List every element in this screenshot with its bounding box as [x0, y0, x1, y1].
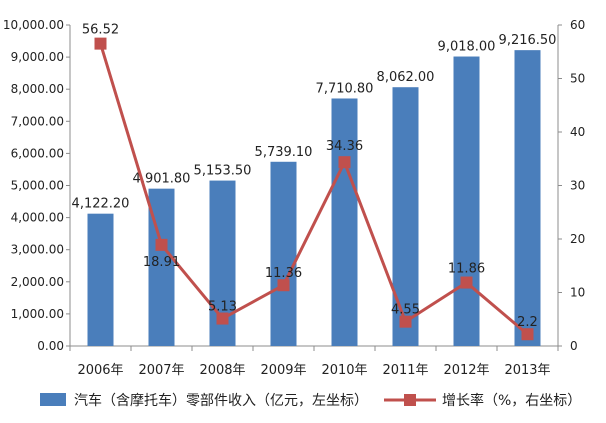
line-marker [399, 315, 412, 328]
bar [270, 161, 297, 346]
line-value-label: 18.91 [143, 255, 180, 270]
line-marker [216, 312, 229, 325]
left-axis-tick-label: 5,000.00 [11, 179, 64, 193]
right-axis-tick-label: 10 [570, 286, 585, 300]
bar-value-label: 8,062.00 [377, 70, 435, 85]
right-axis: 0 10 20 30 40 50 60 [557, 18, 585, 353]
bar-value-label: 9,216.50 [499, 33, 557, 48]
bar-series: 4,122.204,901.805,153.505,739.10 7,710.80… [72, 33, 557, 346]
line-marker [460, 276, 473, 289]
bar [453, 56, 480, 346]
left-axis-tick-label: 8,000.00 [11, 82, 64, 96]
left-axis-tick-label: 2,000.00 [11, 275, 64, 289]
bar-value-label: 9,018.00 [438, 40, 496, 55]
right-axis-tick-label: 0 [570, 339, 578, 353]
bar [331, 98, 358, 346]
right-axis-tick-label: 50 [570, 72, 585, 86]
line-marker [155, 238, 168, 251]
left-axis-tick-label: 0.00 [37, 339, 64, 353]
line-value-label: 11.36 [265, 266, 302, 281]
line-marker [521, 328, 534, 341]
bar-value-label: 5,153.50 [194, 164, 252, 179]
right-axis-tick-label: 60 [570, 18, 585, 32]
line-path [99, 43, 529, 336]
line-value-label: 4.55 [391, 303, 420, 318]
left-axis-tick-label: 10,000.00 [3, 18, 64, 32]
x-axis-tick-label: 2007年 [138, 363, 184, 378]
right-axis-tick-label: 40 [570, 125, 585, 139]
legend-swatch-bar [40, 393, 66, 406]
line-value-label: 56.52 [82, 23, 119, 38]
bar-value-label: 5,739.10 [255, 145, 313, 160]
left-axis-tick-label: 3,000.00 [11, 243, 64, 257]
line-series: 56.52 18.91 5.13 11.36 34.36 4.55 11.86 2.2 [82, 23, 538, 341]
left-axis-tick-label: 4,000.00 [11, 211, 64, 225]
bar [87, 213, 114, 346]
left-axis-tick-label: 6,000.00 [11, 146, 64, 160]
x-axis-tick-label: 2012年 [443, 363, 489, 378]
line-value-label: 11.86 [448, 262, 485, 277]
line-marker [94, 37, 107, 50]
x-axis: 2006年 2007年 2008年 2009年 2010年 2011年 2012年 2013年 [69, 345, 559, 378]
bar-value-label: 7,710.80 [316, 81, 374, 96]
x-axis-tick-label: 2010年 [321, 363, 367, 378]
line-marker [338, 156, 351, 169]
legend-marker-line [404, 394, 416, 406]
left-axis: 0.00 1,000.00 2,000.00 3,000.00 4,000.00 5,00… [3, 18, 71, 353]
right-axis-tick-label: 30 [570, 179, 585, 193]
left-axis-tick-label: 1,000.00 [11, 307, 64, 321]
line-value-label: 2.2 [517, 315, 538, 330]
line-value-label: 5.13 [208, 300, 237, 315]
bar-value-label: 4,901.80 [133, 172, 191, 187]
x-axis-tick-label: 2011年 [382, 363, 428, 378]
right-axis-tick-label: 20 [570, 232, 585, 246]
legend-label-bar: 汽车（含摩托车）零部件收入（亿元，左坐标） [74, 392, 368, 409]
x-axis-tick-label: 2006年 [77, 363, 123, 378]
x-axis-tick-label: 2008年 [199, 363, 245, 378]
line-value-label: 34.36 [326, 139, 363, 154]
x-axis-tick-label: 2013年 [504, 363, 550, 378]
legend-label-line: 增长率（%，右坐标） [442, 392, 581, 409]
legend: 汽车（含摩托车）零部件收入（亿元，左坐标） 增长率（%，右坐标） [40, 392, 581, 409]
bar [514, 50, 541, 346]
x-axis-tick-label: 2009年 [260, 363, 306, 378]
left-axis-tick-label: 7,000.00 [11, 114, 64, 128]
left-axis-tick-label: 9,000.00 [11, 50, 64, 64]
bar-value-label: 4,122.20 [72, 197, 130, 212]
line-marker [277, 279, 290, 292]
